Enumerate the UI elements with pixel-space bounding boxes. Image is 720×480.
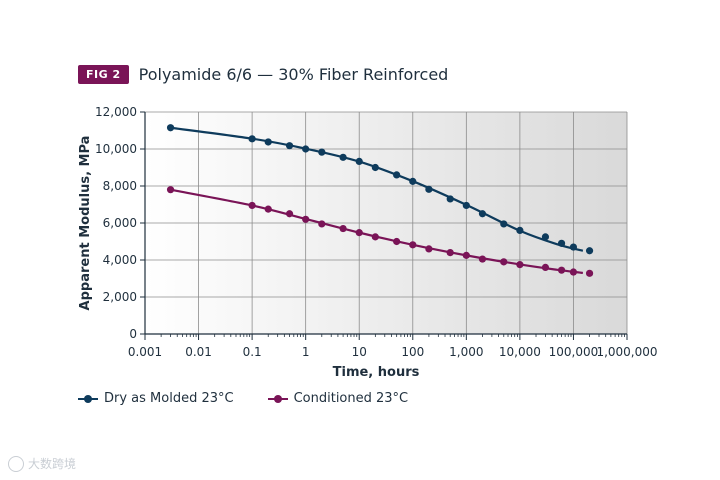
data-point-series-1 xyxy=(355,229,363,237)
data-point-series-0 xyxy=(302,145,310,153)
data-point-series-0 xyxy=(393,171,401,179)
x-tick-label: 10 xyxy=(352,345,367,359)
legend: Dry as Molded 23°C Conditioned 23°C xyxy=(78,391,442,406)
data-point-series-0 xyxy=(425,185,433,193)
legend-item-dry: Dry as Molded 23°C xyxy=(78,391,234,406)
series-points xyxy=(166,124,594,277)
grid xyxy=(144,111,628,335)
data-point-series-0 xyxy=(500,220,508,228)
x-axis-title: Time, hours xyxy=(333,365,420,380)
data-point-series-1 xyxy=(264,205,272,213)
data-point-series-1 xyxy=(541,263,550,271)
data-point-series-1 xyxy=(318,220,326,228)
legend-swatch-dry xyxy=(78,394,98,403)
legend-item-conditioned: Conditioned 23°C xyxy=(267,391,409,406)
x-tick-label: 0.1 xyxy=(243,345,262,359)
x-tick-label: 0.001 xyxy=(128,345,162,359)
data-point-series-1 xyxy=(478,255,487,263)
data-point-series-0 xyxy=(409,177,417,185)
x-tick-label: 0.01 xyxy=(185,345,212,359)
watermark-logo-icon xyxy=(8,455,24,472)
data-point-series-1 xyxy=(248,201,256,210)
data-point-series-0 xyxy=(318,148,326,156)
data-point-series-1 xyxy=(446,249,454,257)
data-point-series-0 xyxy=(339,153,347,161)
figure-header: FIG 2 Polyamide 6/6 — 30% Fiber Reinforc… xyxy=(78,65,448,84)
data-point-series-1 xyxy=(462,251,470,259)
watermark-text: 大数跨境 xyxy=(28,457,77,471)
axes: 0 2,000 4,000 6,000 8,000 10,000 12,000 0.001 0.… xyxy=(95,105,658,359)
data-point-series-0 xyxy=(248,135,256,143)
data-point-series-0 xyxy=(478,210,487,218)
y-tick-label: 6,000 xyxy=(103,216,137,230)
data-point-series-1 xyxy=(557,266,566,274)
chart-title: Polyamide 6/6 — 30% Fiber Reinforced xyxy=(138,65,449,84)
data-point-series-0 xyxy=(462,201,470,210)
x-tick-label: 10,000 xyxy=(499,345,541,359)
data-point-series-1 xyxy=(371,233,379,241)
data-point-series-1 xyxy=(409,241,417,249)
data-point-series-1 xyxy=(425,245,433,253)
x-tick-label: 1 xyxy=(302,345,310,359)
y-tick-label: 8,000 xyxy=(103,179,137,193)
data-point-series-1 xyxy=(339,224,347,233)
y-tick-label: 0 xyxy=(129,327,137,341)
data-point-series-1 xyxy=(302,215,310,223)
figure-badge: FIG 2 xyxy=(78,65,129,84)
data-point-series-0 xyxy=(264,138,272,146)
data-point-series-0 xyxy=(446,195,454,203)
data-point-series-1 xyxy=(166,186,175,194)
data-point-series-0 xyxy=(371,163,379,172)
data-point-series-1 xyxy=(285,210,294,218)
data-point-series-0 xyxy=(585,247,594,255)
data-point-series-0 xyxy=(285,142,294,150)
y-tick-label: 4,000 xyxy=(103,253,137,267)
data-point-series-1 xyxy=(393,237,401,246)
x-tick-label: 100 xyxy=(401,345,424,359)
data-point-series-1 xyxy=(569,268,578,276)
data-point-series-0 xyxy=(355,157,363,165)
data-point-series-0 xyxy=(541,233,550,241)
data-point-series-0 xyxy=(569,243,578,251)
y-tick-label: 10,000 xyxy=(95,142,137,156)
data-point-series-1 xyxy=(500,258,508,266)
x-tick-label: 1,000 xyxy=(449,345,483,359)
data-point-series-1 xyxy=(516,261,524,269)
x-tick-label: 1,000,000 xyxy=(596,345,657,359)
y-axis-title: Apparent Modulus, MPa xyxy=(78,136,93,311)
legend-label-conditioned: Conditioned 23°C xyxy=(293,391,409,406)
legend-swatch-conditioned xyxy=(267,394,288,403)
y-tick-label: 12,000 xyxy=(95,105,137,119)
data-point-series-0 xyxy=(166,124,175,132)
data-point-series-0 xyxy=(516,226,524,234)
legend-label-dry: Dry as Molded 23°C xyxy=(104,391,234,406)
watermark: 大数跨境 xyxy=(8,455,76,472)
y-tick-label: 2,000 xyxy=(103,290,137,304)
data-point-series-1 xyxy=(585,269,594,277)
data-point-series-0 xyxy=(557,239,566,247)
x-tick-label: 100,000 xyxy=(549,345,599,359)
